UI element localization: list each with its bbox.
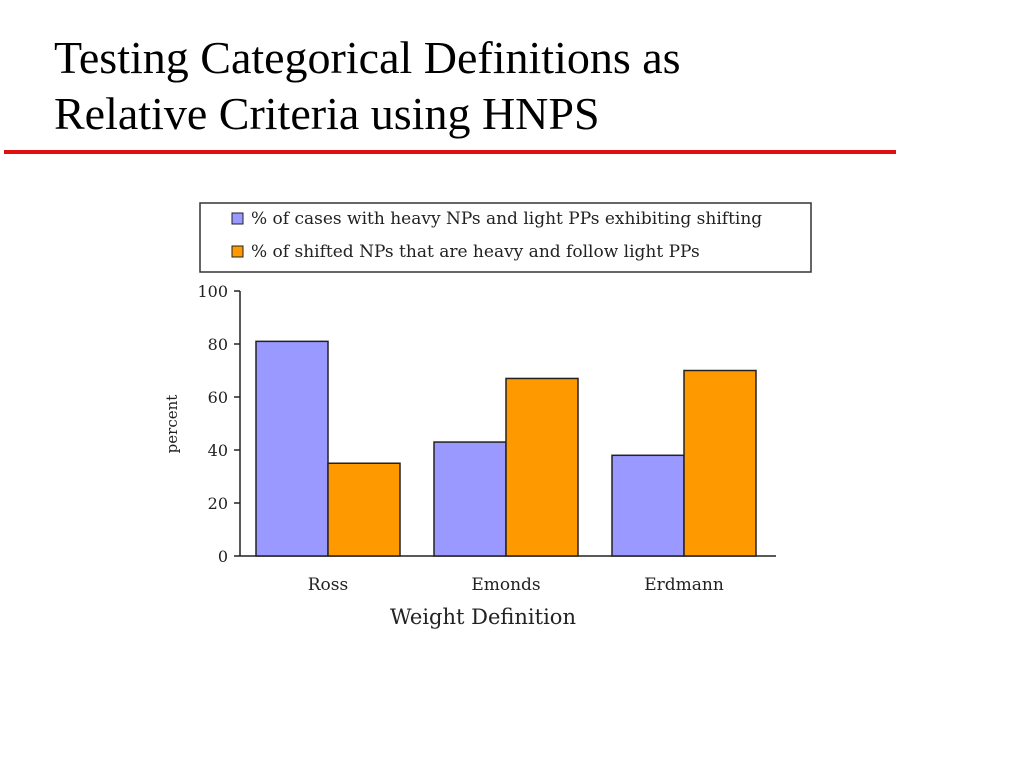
legend-label: % of cases with heavy NPs and light PPs …: [251, 209, 762, 229]
y-tick-label: 0: [218, 547, 228, 566]
y-tick-label: 20: [208, 494, 228, 513]
slide-title: Testing Categorical Definitions as Relat…: [54, 30, 681, 142]
x-tick-label: Ross: [308, 575, 348, 595]
y-tick-label: 60: [208, 388, 228, 407]
bar: [611, 454, 685, 557]
bar: [255, 340, 329, 557]
x-tick-label: Erdmann: [644, 575, 724, 595]
x-tick-label: Emonds: [471, 575, 540, 595]
legend-swatch: [231, 245, 244, 258]
bar: [505, 377, 579, 557]
x-axis-label: Weight Definition: [390, 605, 576, 629]
slide-title-line-1: Testing Categorical Definitions as: [54, 32, 681, 83]
legend-label: % of shifted NPs that are heavy and foll…: [251, 242, 700, 262]
slide-title-line-2: Relative Criteria using HNPS: [54, 88, 600, 139]
y-tick-label: 40: [208, 441, 228, 460]
title-divider: [4, 150, 896, 154]
bar: [683, 369, 757, 557]
y-tick-label: 100: [197, 282, 228, 301]
legend-box: [199, 202, 812, 273]
y-axis-label: percent: [163, 395, 181, 454]
bar: [327, 462, 401, 557]
y-tick-label: 80: [208, 335, 228, 354]
legend-swatch: [231, 212, 244, 225]
bar: [433, 441, 507, 557]
